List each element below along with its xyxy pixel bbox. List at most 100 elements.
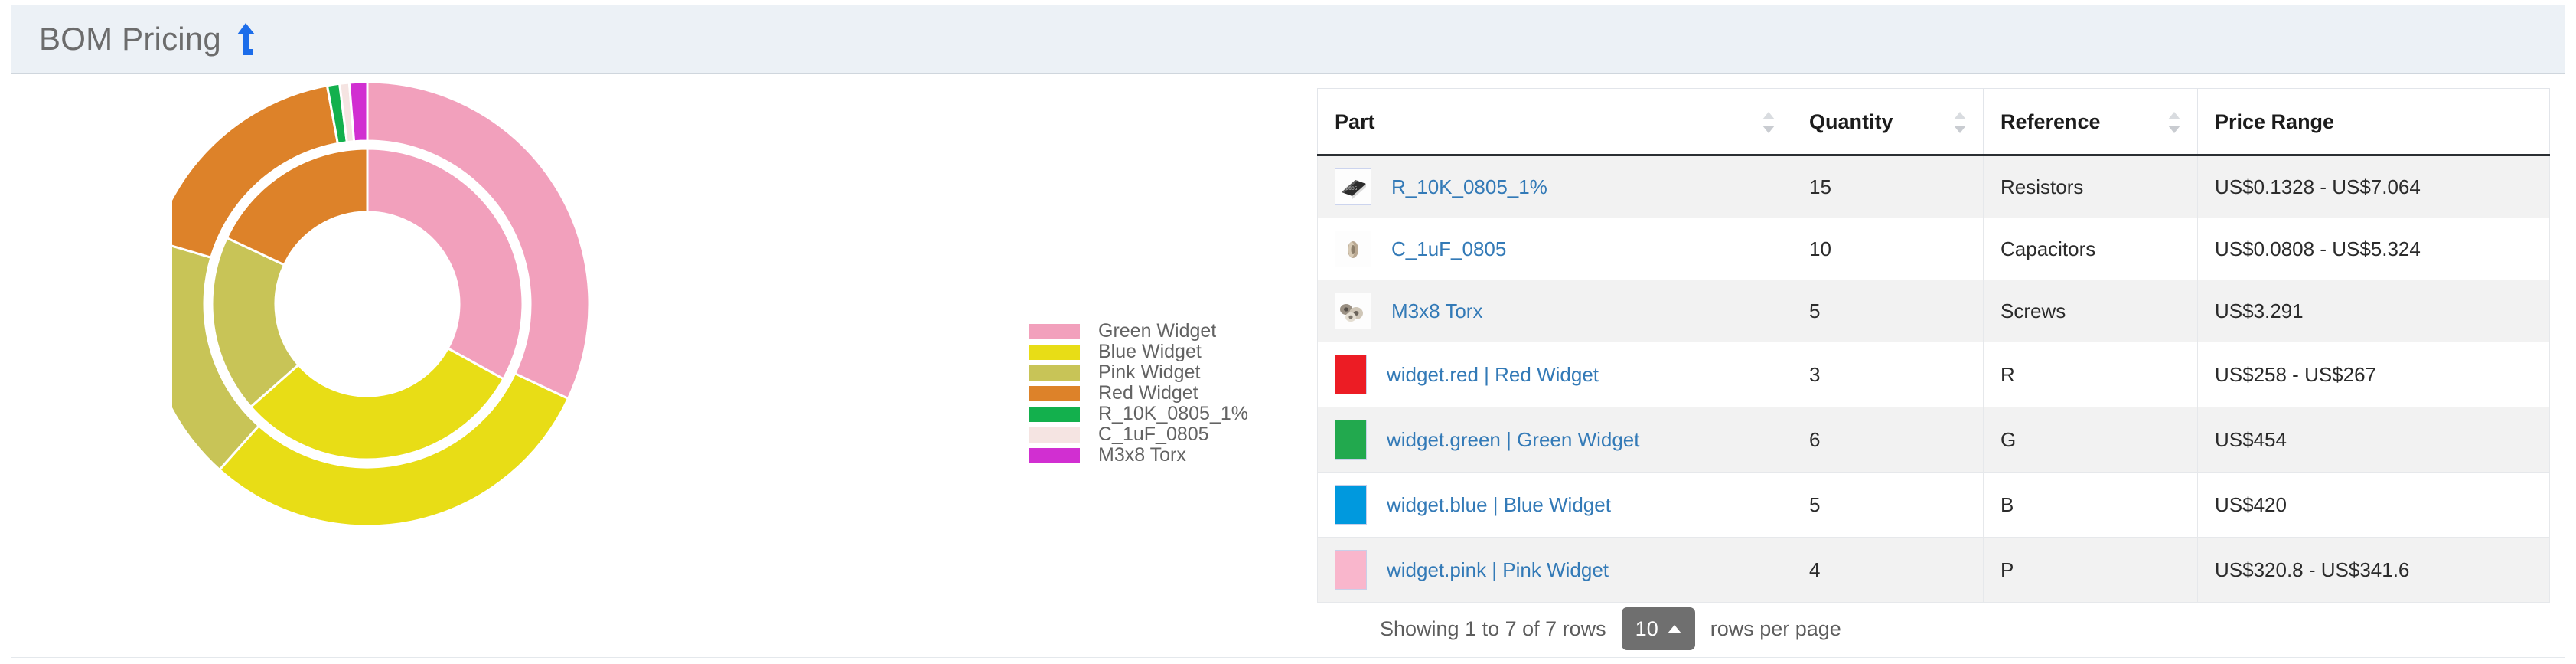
table-row[interactable]: widget.blue | Blue Widget 5 B US$420: [1317, 472, 2550, 538]
rows-per-page-value: 10: [1635, 617, 1658, 640]
part-link[interactable]: widget.pink | Pink Widget: [1387, 558, 1609, 581]
cell-part: widget.pink | Pink Widget: [1317, 537, 1792, 603]
legend-item[interactable]: M3x8 Torx: [1029, 444, 1305, 466]
rows-per-page-dropdown[interactable]: 10: [1621, 607, 1695, 650]
cell-quantity: 15: [1792, 155, 1984, 218]
cell-price-range: US$3.291: [2197, 280, 2550, 342]
cell-part: C_1uF_0805: [1317, 218, 1792, 280]
cell-part: widget.green | Green Widget: [1317, 407, 1792, 473]
legend-swatch: [1029, 406, 1080, 422]
part-link[interactable]: widget.green | Green Widget: [1387, 427, 1640, 451]
cell-price-range: US$420: [2197, 472, 2550, 538]
sort-icon[interactable]: [1762, 111, 1775, 134]
column-header-label: Price Range: [2215, 110, 2335, 133]
column-header-label: Part: [1335, 110, 1375, 133]
cell-reference: R: [1983, 342, 2198, 407]
column-header-price-range[interactable]: Price Range: [2197, 88, 2550, 156]
cell-quantity: 3: [1792, 342, 1984, 407]
part-link[interactable]: R_10K_0805_1%: [1391, 175, 1547, 198]
table-row[interactable]: widget.red | Red Widget 3 R US$258 - US$267: [1317, 342, 2550, 407]
capacitor-thumbnail: [1335, 231, 1371, 267]
cell-part: M3x8 Torx: [1317, 280, 1792, 342]
cell-quantity: 4: [1792, 537, 1984, 603]
page-title: BOM Pricing: [39, 21, 221, 57]
cell-reference: Capacitors: [1983, 218, 2198, 280]
cell-part: 0805 R_10K_0805_1%: [1317, 155, 1792, 218]
cell-reference: G: [1983, 407, 2198, 473]
legend-item[interactable]: C_1uF_0805: [1029, 424, 1305, 445]
bom-table-container: Part Quantity Reference: [1317, 88, 2550, 603]
donut-slice[interactable]: [366, 82, 591, 401]
sort-icon[interactable]: [2168, 111, 2180, 134]
showing-rows-text: Showing 1 to 7 of 7 rows: [1380, 617, 1606, 640]
column-header-quantity[interactable]: Quantity: [1792, 88, 1984, 156]
table-header-row: Part Quantity Reference: [1317, 88, 2550, 156]
legend-label: Blue Widget: [1098, 341, 1202, 362]
cell-reference: P: [1983, 537, 2198, 603]
table-row[interactable]: widget.pink | Pink Widget 4 P US$320.8 - US…: [1317, 537, 2550, 603]
part-color-swatch: [1335, 355, 1367, 394]
cell-reference: Resistors: [1983, 155, 2198, 218]
legend-item[interactable]: Pink Widget: [1029, 361, 1305, 383]
legend-swatch: [1029, 344, 1080, 360]
panel-body: Green Widget Blue Widget Pink Widget Red…: [11, 74, 2565, 658]
cell-price-range: US$258 - US$267: [2197, 342, 2550, 407]
column-header-label: Quantity: [1809, 110, 1893, 133]
legend-item[interactable]: Green Widget: [1029, 320, 1305, 342]
table-row[interactable]: M3x8 Torx 5 Screws US$3.291: [1317, 280, 2550, 342]
part-color-swatch: [1335, 485, 1367, 525]
legend-swatch: [1029, 365, 1080, 381]
donut-slice[interactable]: [172, 240, 261, 472]
legend-label: C_1uF_0805: [1098, 424, 1209, 445]
cell-quantity: 5: [1792, 472, 1984, 538]
legend-item[interactable]: Blue Widget: [1029, 341, 1305, 362]
chart-legend: Green Widget Blue Widget Pink Widget Red…: [1029, 320, 1305, 466]
cell-quantity: 6: [1792, 407, 1984, 473]
cell-part: widget.red | Red Widget: [1317, 342, 1792, 407]
part-color-swatch: [1335, 550, 1367, 590]
legend-swatch: [1029, 427, 1080, 443]
cell-reference: Screws: [1983, 280, 2198, 342]
cell-price-range: US$454: [2197, 407, 2550, 473]
column-header-reference[interactable]: Reference: [1983, 88, 2198, 156]
caret-up-icon: [1667, 624, 1681, 633]
legend-swatch: [1029, 447, 1080, 463]
table-body: 0805 R_10K_0805_1% 15 Resistors US$0.1328 - …: [1317, 155, 2550, 603]
legend-swatch: [1029, 385, 1080, 401]
legend-label: R_10K_0805_1%: [1098, 403, 1248, 424]
part-link[interactable]: C_1uF_0805: [1391, 237, 1507, 260]
pagination-bar: Showing 1 to 7 of 7 rows 10 rows per pag…: [1380, 606, 1841, 652]
column-header-label: Reference: [2000, 110, 2101, 133]
cell-price-range: US$320.8 - US$341.6: [2197, 537, 2550, 603]
donut-slice[interactable]: [347, 82, 369, 143]
legend-label: M3x8 Torx: [1098, 444, 1186, 466]
cell-quantity: 5: [1792, 280, 1984, 342]
part-color-swatch: [1335, 420, 1367, 460]
svg-text:0805: 0805: [1345, 186, 1357, 191]
cell-price-range: US$0.0808 - US$5.324: [2197, 218, 2550, 280]
legend-label: Red Widget: [1098, 382, 1198, 404]
legend-item[interactable]: R_10K_0805_1%: [1029, 403, 1305, 424]
donut-slice[interactable]: [366, 147, 524, 381]
resistor-thumbnail: 0805: [1335, 168, 1371, 205]
donut-slice[interactable]: [249, 346, 505, 461]
up-arrow-icon[interactable]: [233, 21, 256, 57]
donut-slice[interactable]: [225, 147, 369, 267]
table-row[interactable]: widget.green | Green Widget 6 G US$454: [1317, 407, 2550, 473]
cell-part: widget.blue | Blue Widget: [1317, 472, 1792, 538]
sort-icon[interactable]: [1954, 111, 1966, 134]
bom-pricing-chart: Green Widget Blue Widget Pink Widget Red…: [11, 74, 1312, 656]
rows-per-page-label: rows per page: [1710, 617, 1841, 640]
screw-thumbnail: [1335, 293, 1371, 329]
bom-table: Part Quantity Reference: [1317, 88, 2550, 603]
cell-reference: B: [1983, 472, 2198, 538]
table-row[interactable]: C_1uF_0805 10 Capacitors US$0.0808 - US$5.3…: [1317, 218, 2550, 280]
panel-header: BOM Pricing: [11, 5, 2565, 74]
part-link[interactable]: M3x8 Torx: [1391, 299, 1483, 322]
donut-slice[interactable]: [217, 371, 570, 528]
column-header-part[interactable]: Part: [1317, 88, 1792, 156]
part-link[interactable]: widget.red | Red Widget: [1387, 362, 1599, 386]
part-link[interactable]: widget.blue | Blue Widget: [1387, 492, 1611, 516]
table-row[interactable]: 0805 R_10K_0805_1% 15 Resistors US$0.1328 - …: [1317, 155, 2550, 218]
legend-item[interactable]: Red Widget: [1029, 382, 1305, 404]
